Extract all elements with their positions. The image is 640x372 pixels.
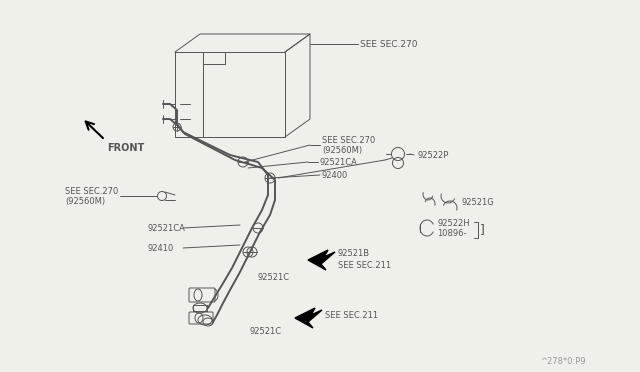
Text: FRONT: FRONT <box>107 143 144 153</box>
Text: ^278*0:P9: ^278*0:P9 <box>540 357 586 366</box>
Text: SEE SEC.270: SEE SEC.270 <box>65 186 118 196</box>
Text: 92522P: 92522P <box>418 151 449 160</box>
Text: 92400: 92400 <box>322 170 348 180</box>
Text: 92521CA: 92521CA <box>148 224 186 232</box>
Text: 92521C: 92521C <box>250 327 282 337</box>
Text: 92521C: 92521C <box>258 273 290 282</box>
Text: SEE SEC.270: SEE SEC.270 <box>360 39 417 48</box>
Text: ]: ] <box>480 224 485 237</box>
Text: (92560M): (92560M) <box>65 196 105 205</box>
Text: 92521CA: 92521CA <box>320 157 358 167</box>
Text: 92410: 92410 <box>148 244 174 253</box>
Polygon shape <box>295 308 322 328</box>
Text: 92521G: 92521G <box>462 198 495 206</box>
Polygon shape <box>308 250 335 270</box>
Text: 92521B: 92521B <box>338 250 370 259</box>
Text: (92560M): (92560M) <box>322 145 362 154</box>
Text: 10896-: 10896- <box>437 228 467 237</box>
Text: SEE SEC.270: SEE SEC.270 <box>322 135 375 144</box>
Text: 92522H: 92522H <box>437 218 470 228</box>
Text: SEE SEC.211: SEE SEC.211 <box>325 311 378 320</box>
Text: SEE SEC.211: SEE SEC.211 <box>338 260 391 269</box>
